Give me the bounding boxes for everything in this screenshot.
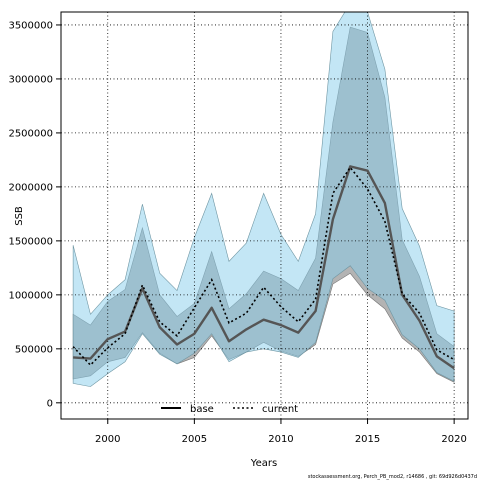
y-tick-label: 0 [47,398,53,409]
y-tick-label: 1500000 [8,236,53,247]
legend: base current [161,404,298,415]
current-confidence-band [72,12,455,387]
grid-lines [61,12,468,419]
footer-text: stockassessment.org, Perch_PB_mod2, r146… [308,474,477,480]
series-lines [72,165,455,370]
x-tick-label: 2010 [268,434,293,445]
y-axis: 0 500000 1000000 1500000 2000000 2500000 30000… [8,20,61,409]
y-tick-label: 3000000 [8,74,53,85]
plot-frame [60,11,469,420]
x-axis-title: Years [250,458,277,469]
y-tick-label: 2500000 [8,128,53,139]
confidence-bands [72,12,455,387]
x-tick-label: 2000 [95,434,120,445]
legend-label-base: base [190,404,214,415]
x-tick-label: 2020 [441,434,466,445]
y-axis-title: SSB [14,206,25,226]
legend-label-current: current [262,404,298,415]
y-tick-label: 2000000 [8,182,53,193]
y-tick-label: 3500000 [8,20,53,31]
x-axis: 2000 2005 2010 2015 2020 [95,419,467,445]
y-tick-label: 500000 [15,344,53,355]
x-tick-label: 2005 [182,434,207,445]
x-tick-label: 2015 [355,434,380,445]
y-tick-label: 1000000 [8,290,53,301]
